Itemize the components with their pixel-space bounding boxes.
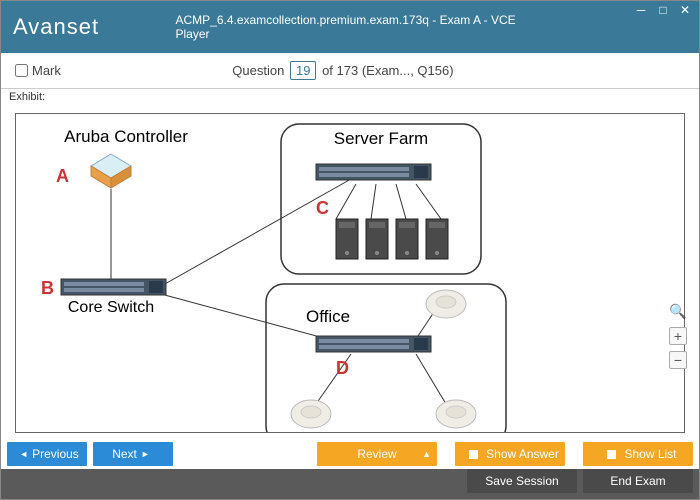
zoom-out-button[interactable]: −	[669, 351, 687, 369]
show-list-label: Show List	[624, 447, 676, 461]
letter-b: B	[41, 278, 54, 298]
exhibit-pane: Server Farm Office Aruba Controller A B	[15, 113, 685, 433]
core-switch-label: Core Switch	[68, 299, 154, 316]
zoom-in-button[interactable]: +	[669, 327, 687, 345]
content-area: Server Farm Office Aruba Controller A B	[1, 105, 699, 439]
square-icon	[469, 450, 478, 459]
server-farm-label: Server Farm	[334, 129, 428, 148]
ap-icon-2	[291, 400, 331, 428]
show-answer-label: Show Answer	[486, 447, 559, 461]
show-answer-button[interactable]: Show Answer	[455, 442, 565, 466]
next-button[interactable]: Next►	[93, 442, 173, 466]
close-icon[interactable]: ✕	[677, 3, 693, 17]
save-session-button[interactable]: Save Session	[467, 469, 577, 493]
question-of-text: of 173 (Exam..., Q156)	[322, 63, 454, 78]
app-window: Avanset ACMP_6.4.examcollection.premium.…	[0, 0, 700, 500]
show-list-button[interactable]: Show List	[583, 442, 693, 466]
zoom-search-icon[interactable]: 🔍	[669, 303, 687, 321]
next-label: Next	[112, 447, 137, 461]
action-row-2: Save Session End Exam	[1, 469, 699, 499]
mark-checkbox-wrap[interactable]: Mark	[15, 63, 61, 78]
mark-checkbox[interactable]	[15, 64, 28, 77]
controller-icon	[91, 154, 131, 188]
ap-icon-3	[436, 400, 476, 428]
maximize-icon[interactable]: □	[655, 3, 671, 17]
question-bar: Mark Question 19 of 173 (Exam..., Q156)	[1, 53, 699, 89]
network-diagram: Server Farm Office Aruba Controller A B	[16, 114, 676, 433]
mark-label: Mark	[32, 63, 61, 78]
question-label: Question	[232, 63, 284, 78]
aruba-label: Aruba Controller	[64, 127, 188, 146]
window-title: ACMP_6.4.examcollection.premium.exam.173…	[176, 13, 525, 41]
letter-a: A	[56, 166, 69, 186]
square-icon	[607, 450, 616, 459]
server-icon-4	[426, 219, 448, 259]
ap-icon-1	[426, 290, 466, 318]
previous-label: Previous	[32, 447, 79, 461]
core-switch-icon	[61, 279, 166, 295]
server-farm-switch-icon	[316, 164, 431, 180]
server-icon-3	[396, 219, 418, 259]
server-icon-1	[336, 219, 358, 259]
office-switch-icon	[316, 336, 431, 352]
logo: Avanset	[1, 14, 121, 40]
review-button[interactable]: Review▲	[317, 442, 437, 466]
letter-d: D	[336, 358, 349, 378]
office-label: Office	[306, 307, 350, 326]
server-icon-2	[366, 219, 388, 259]
letter-c: C	[316, 198, 329, 218]
zoom-controls: 🔍 + −	[667, 303, 689, 369]
review-label: Review	[357, 447, 396, 461]
question-number: 19	[290, 61, 316, 80]
titlebar: Avanset ACMP_6.4.examcollection.premium.…	[1, 1, 699, 53]
action-row-1: ◄Previous Next► Review▲ Show Answer Show…	[1, 439, 699, 469]
window-controls: ─ □ ✕	[633, 3, 693, 17]
end-exam-button[interactable]: End Exam	[583, 469, 693, 493]
question-counter: Question 19 of 173 (Exam..., Q156)	[61, 61, 625, 80]
exhibit-label: Exhibit:	[1, 89, 699, 105]
minimize-icon[interactable]: ─	[633, 3, 649, 17]
previous-button[interactable]: ◄Previous	[7, 442, 87, 466]
